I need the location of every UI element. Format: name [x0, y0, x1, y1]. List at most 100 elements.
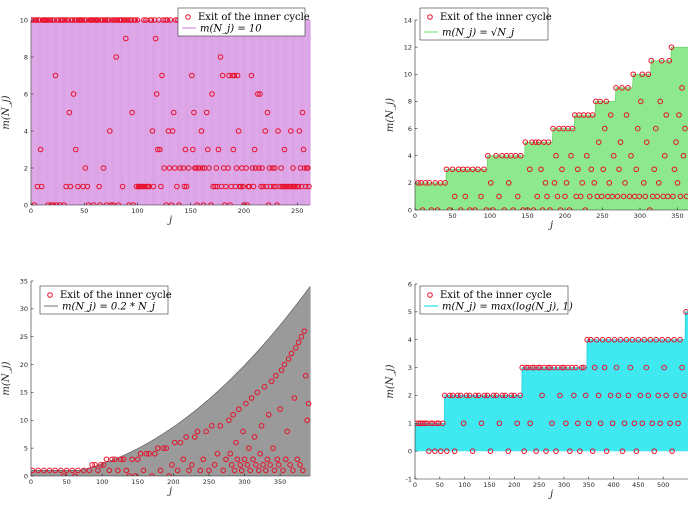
bar-series — [31, 286, 311, 476]
y-tick-label: 12 — [404, 43, 412, 51]
y-axis-label: m(N_j) — [1, 361, 12, 395]
y-tick-label: 14 — [404, 16, 412, 24]
exit-marker — [664, 193, 671, 200]
exit-marker — [283, 183, 290, 190]
exit-marker — [645, 71, 652, 78]
y-tick-label: 4 — [408, 152, 412, 160]
exit-marker — [428, 420, 434, 427]
exit-marker — [269, 165, 276, 171]
legend-marker-icon — [47, 292, 53, 298]
exit-marker — [603, 98, 610, 105]
legend-box — [419, 285, 569, 315]
exit-marker — [583, 152, 590, 159]
exit-marker — [487, 448, 494, 454]
exit-marker — [247, 467, 254, 474]
exit-marker — [517, 392, 524, 399]
y-tick-label: 6 — [24, 90, 28, 98]
exit-marker — [568, 152, 574, 159]
exit-marker — [277, 406, 283, 412]
exit-marker — [263, 467, 269, 474]
exit-marker — [676, 112, 682, 118]
x-tick-label: 0 — [29, 207, 33, 215]
exit-marker — [519, 364, 526, 371]
x-tick-label: 250 — [596, 212, 608, 220]
exit-marker — [140, 467, 147, 474]
y-tick-label: 5 — [408, 308, 412, 316]
x-tick-label: 0 — [413, 481, 417, 489]
y-tick-label: 4 — [408, 336, 412, 344]
exit-marker — [277, 183, 283, 190]
exit-marker — [285, 356, 292, 362]
exit-marker — [211, 462, 218, 468]
exit-marker — [299, 109, 306, 116]
exit-marker — [634, 125, 641, 132]
exit-marker — [595, 139, 602, 145]
exit-marker — [248, 72, 255, 79]
exit-marker — [129, 456, 135, 463]
exit-marker — [625, 85, 631, 91]
exit-marker — [493, 392, 500, 399]
exit-marker — [96, 183, 102, 190]
exit-marker — [637, 392, 644, 399]
exit-marker — [669, 448, 675, 454]
exit-marker — [164, 17, 171, 23]
exit-marker — [257, 91, 263, 97]
exit-marker — [526, 166, 533, 173]
exit-marker — [609, 420, 616, 427]
exit-marker — [626, 193, 633, 200]
x-tick-label: 150 — [132, 478, 144, 486]
exit-marker — [563, 420, 569, 427]
exit-marker — [257, 450, 263, 457]
legend-box — [39, 285, 169, 315]
exit-marker — [613, 364, 620, 371]
exit-marker — [270, 183, 277, 190]
x-tick-label: 300 — [558, 481, 570, 489]
bar-series — [415, 46, 688, 210]
exit-marker — [666, 57, 673, 64]
exit-marker — [157, 146, 163, 153]
exit-marker — [484, 392, 491, 399]
exit-marker — [682, 125, 688, 132]
exit-marker — [422, 420, 428, 427]
exit-marker — [223, 456, 229, 463]
y-tick-label: 6 — [408, 280, 412, 288]
exit-marker — [295, 183, 302, 190]
exit-marker — [281, 361, 288, 368]
exit-marker — [238, 467, 245, 474]
exit-marker — [446, 392, 453, 399]
exit-marker — [190, 146, 196, 153]
plot-area — [415, 309, 688, 454]
x-tick-label: 150 — [185, 207, 197, 215]
exit-marker — [451, 193, 458, 200]
plot-area — [31, 17, 312, 205]
exit-marker — [514, 193, 521, 200]
exit-marker — [645, 392, 652, 399]
x-tick-label: 50 — [436, 481, 444, 489]
exit-marker — [663, 112, 670, 118]
exit-marker — [591, 364, 598, 371]
exit-marker — [533, 448, 539, 454]
exit-marker — [82, 165, 89, 171]
y-tick-label: 4 — [24, 127, 28, 135]
exit-marker — [538, 166, 544, 173]
exit-marker — [561, 364, 567, 371]
exit-marker — [280, 467, 286, 474]
y-tick-label: 0 — [408, 206, 412, 214]
legend-marker-label: Exit of the inner cycle — [440, 12, 552, 23]
exit-marker — [478, 420, 485, 427]
y-axis-label: m(N_j) — [385, 364, 396, 398]
exit-marker — [75, 467, 81, 474]
bar-series — [415, 311, 688, 452]
exit-marker — [620, 193, 627, 200]
exit-marker — [629, 336, 636, 343]
exit-marker — [432, 448, 438, 454]
exit-marker — [420, 420, 426, 427]
exit-marker — [134, 456, 141, 463]
y-axis-label: m(N_j) — [385, 98, 396, 132]
x-tick-label: 350 — [274, 478, 286, 486]
y-tick-label: 6 — [408, 125, 412, 133]
exit-marker — [655, 392, 662, 399]
exit-marker — [531, 364, 537, 371]
exit-marker — [517, 152, 524, 159]
exit-marker — [457, 392, 464, 399]
